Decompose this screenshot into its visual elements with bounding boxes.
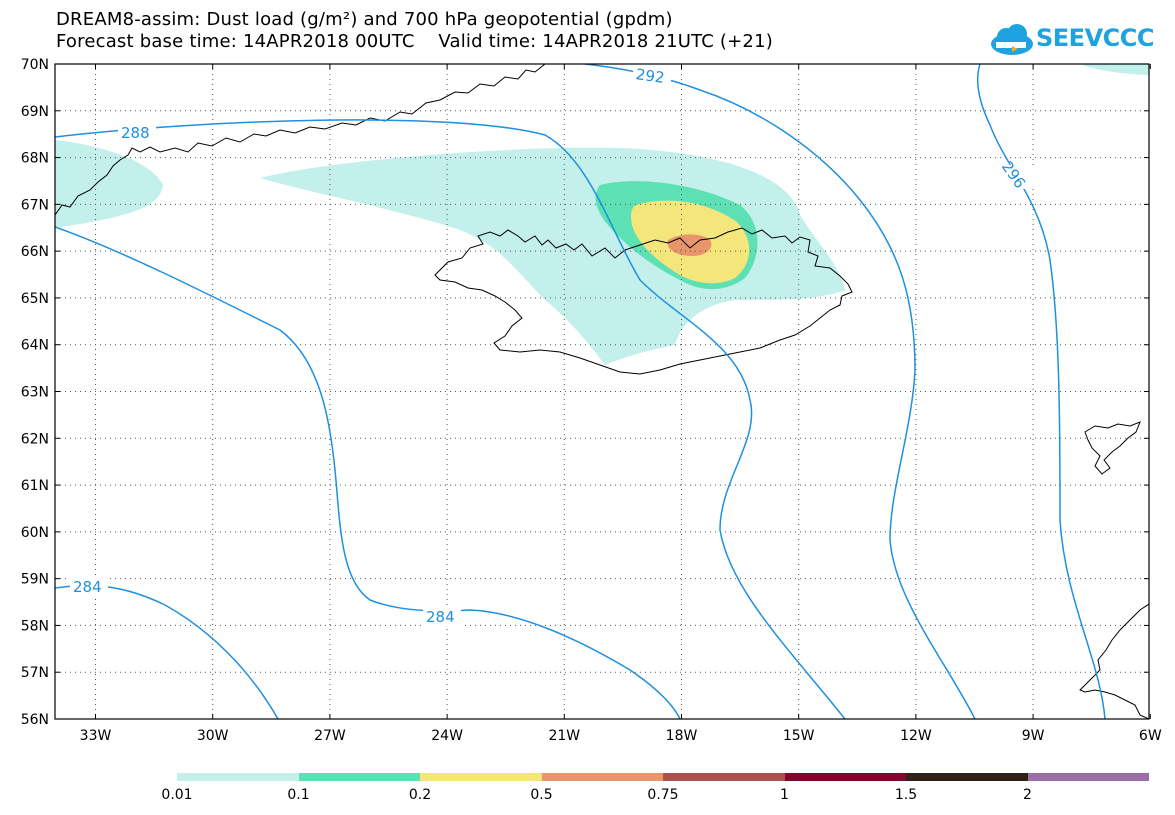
longitude-labels: 33W 30W 27W 24W 21W 18W 15W 12W 9W 6W — [80, 728, 1162, 744]
contour-284-sw — [55, 584, 279, 719]
lat-label: 65N — [21, 291, 49, 307]
lat-label: 60N — [21, 525, 49, 541]
colorbar-segment — [663, 773, 785, 781]
colorbar-segment — [906, 773, 1028, 781]
lon-label: 21W — [548, 728, 580, 744]
contour-296 — [976, 64, 1106, 719]
contour-292 — [55, 119, 846, 719]
colorbar-segment — [784, 773, 906, 781]
dust-field — [55, 64, 1149, 365]
lat-label: 64N — [21, 338, 49, 354]
lat-label: 58N — [21, 618, 49, 634]
colorbar-segment — [298, 773, 420, 781]
logo-text: SEEVCCC — [1036, 24, 1155, 52]
lat-label: 69N — [21, 104, 49, 120]
dust-shade-level1-ne — [1080, 64, 1149, 75]
colorbar-label: 2 — [1023, 787, 1032, 803]
lat-label: 66N — [21, 244, 49, 260]
lat-label: 56N — [21, 712, 49, 728]
lon-label: 6W — [1139, 728, 1162, 744]
axis-ticks — [55, 63, 1151, 720]
seevccc-logo: SEEVCCC — [988, 20, 1168, 60]
colorbar-segment — [541, 773, 663, 781]
colorbar-label: 0.2 — [408, 787, 432, 803]
colorbar-label: 0.01 — [161, 787, 193, 803]
lon-label: 27W — [314, 728, 346, 744]
lat-label: 61N — [21, 478, 49, 494]
lat-label: 63N — [21, 385, 49, 401]
lat-label: 67N — [21, 197, 49, 213]
lon-label: 12W — [900, 728, 932, 744]
lon-label: 9W — [1022, 728, 1045, 744]
lat-label: 62N — [21, 431, 49, 447]
colorbar-label: 0.1 — [287, 787, 310, 803]
contour-label-288: 288 — [121, 124, 150, 142]
colorbar-segment — [177, 773, 299, 781]
lon-label: 15W — [783, 728, 815, 744]
contour-labels: 292 288 296 284 284 — [70, 65, 1036, 626]
colorbar-label: 0.75 — [647, 787, 679, 803]
lat-label: 70N — [21, 57, 49, 73]
chart-title-line1: DREAM8-assim: Dust load (g/m²) and 700 h… — [56, 9, 673, 30]
colorbar-segment — [420, 773, 542, 781]
coastlines — [55, 64, 1149, 719]
lat-label: 57N — [21, 665, 49, 681]
latitude-labels: 70N 69N 68N 67N 66N 65N 64N 63N 62N 61N 60N 59N 58N 5… — [21, 57, 49, 728]
greenland-coast — [55, 64, 546, 216]
colorbar-segment — [1027, 773, 1149, 781]
lon-label: 30W — [197, 728, 229, 744]
dust-shade-level1-main — [260, 147, 845, 365]
contour-label-284-west: 284 — [73, 578, 102, 596]
colorbar-label: 0.5 — [530, 787, 553, 803]
cloud-icon — [991, 24, 1033, 55]
contour-label-284-south: 284 — [426, 608, 455, 626]
lat-label: 68N — [21, 151, 49, 167]
scotland-coast — [1079, 603, 1149, 719]
faroe-coast — [1084, 421, 1141, 475]
iceland-coast — [434, 227, 853, 375]
dust-shade-level1-west — [55, 140, 163, 228]
lat-label: 59N — [21, 572, 49, 588]
lon-label: 33W — [80, 728, 112, 744]
lon-label: 18W — [666, 728, 698, 744]
colorbar-label: 1 — [780, 787, 789, 803]
lon-label: 24W — [431, 728, 463, 744]
contour-292-upper — [584, 64, 976, 719]
contour-284-west — [55, 226, 681, 719]
contour-label-292: 292 — [635, 65, 666, 87]
colorbar-label: 1.5 — [894, 787, 918, 803]
chart-title-line2: Forecast base time: 14APR2018 00UTC Vali… — [56, 31, 773, 52]
